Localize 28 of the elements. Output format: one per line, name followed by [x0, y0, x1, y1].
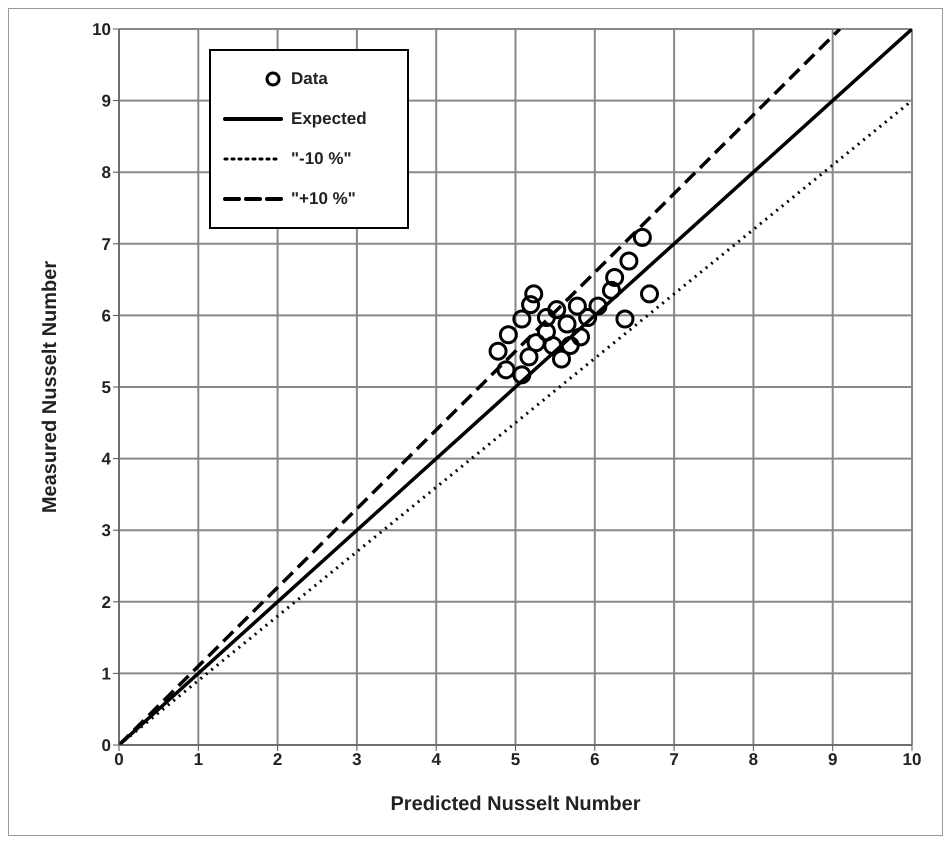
- y-tick-label: 0: [102, 736, 111, 756]
- legend-label: "-10 %": [291, 149, 352, 169]
- y-tick-label: 1: [102, 664, 111, 684]
- x-tick-label: 1: [194, 750, 204, 770]
- x-tick-label: 10: [902, 750, 922, 770]
- y-tick-label: 9: [102, 92, 111, 111]
- x-axis-title: Predicted Nusselt Number: [390, 793, 641, 815]
- x-tick-label: 5: [510, 750, 520, 770]
- legend-label: Expected: [291, 109, 367, 129]
- x-tick-label: 3: [352, 750, 362, 770]
- x-tick-label: 9: [828, 750, 838, 770]
- x-tick-label: 4: [431, 750, 442, 770]
- y-tick-label: 4: [102, 450, 112, 469]
- x-tick-label: 2: [272, 750, 282, 770]
- y-tick-label: 5: [102, 378, 111, 398]
- y-tick-label: 10: [92, 20, 111, 40]
- x-tick-label: 0: [114, 750, 124, 770]
- y-tick-label: 3: [102, 521, 111, 540]
- y-tick-label: 8: [102, 163, 111, 182]
- x-tick-label: 8: [748, 750, 758, 770]
- y-tick-label: 2: [102, 592, 111, 612]
- legend-label: "+10 %": [291, 189, 356, 209]
- y-tick-label: 6: [102, 306, 111, 326]
- x-tick-label: 6: [590, 750, 600, 770]
- y-axis-title: Measured Nusselt Number: [39, 260, 62, 514]
- y-tick-label: 7: [102, 234, 111, 254]
- legend-label: Data: [291, 69, 328, 89]
- x-tick-label: 7: [669, 750, 679, 770]
